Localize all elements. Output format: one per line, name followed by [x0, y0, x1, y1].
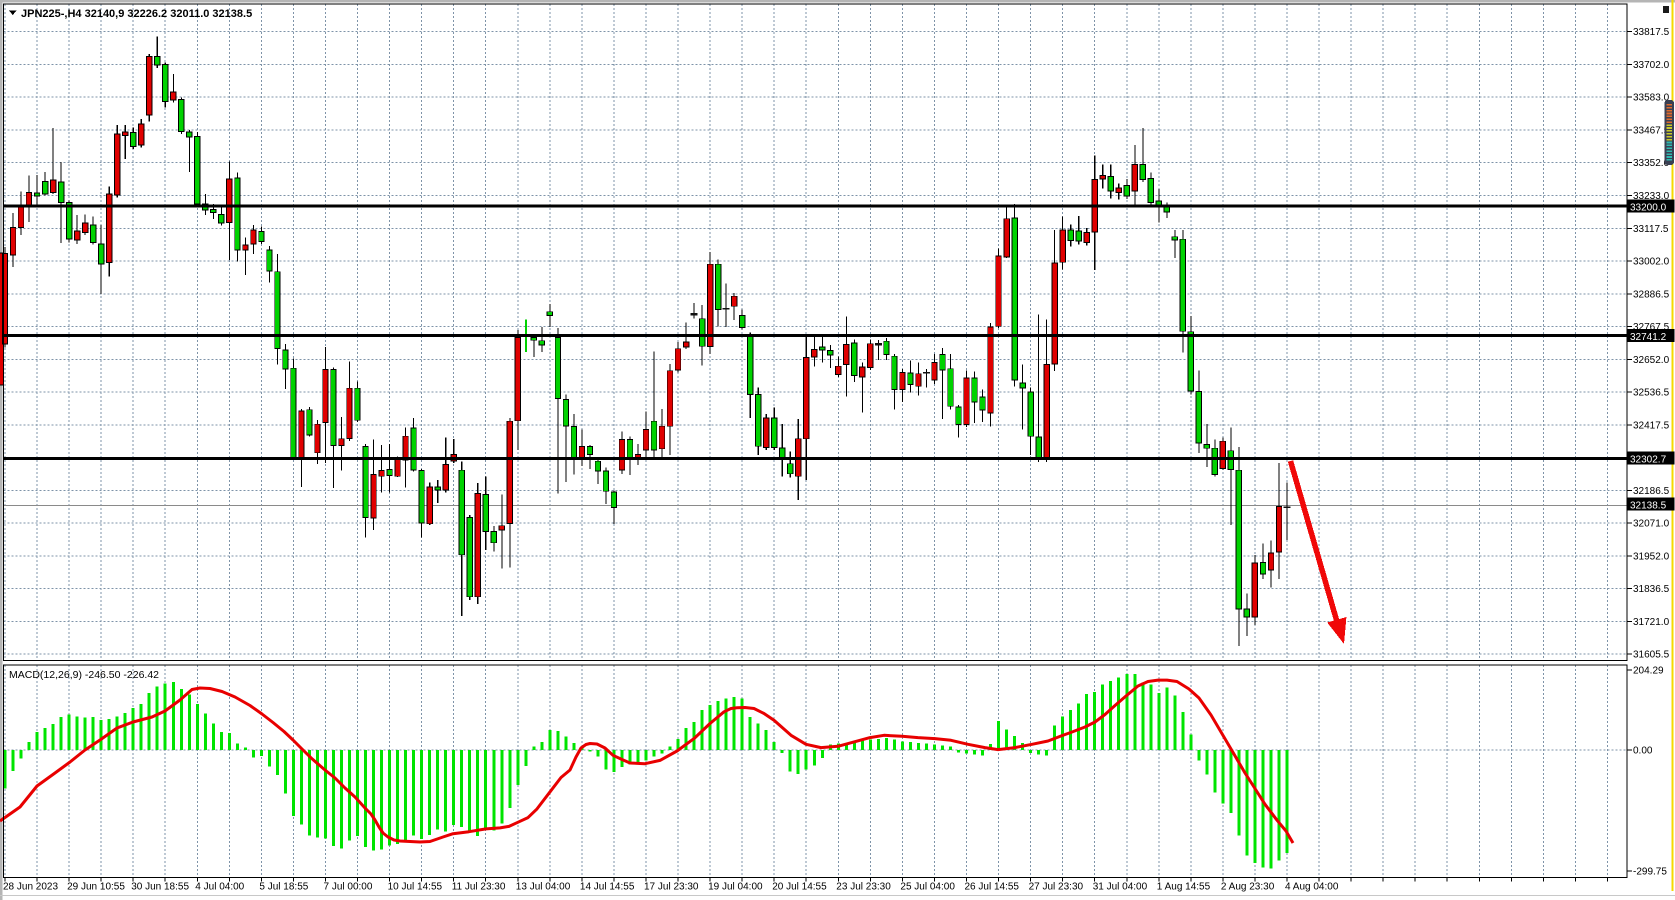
svg-text:25 Jul 04:00: 25 Jul 04:00: [900, 882, 955, 893]
svg-text:11 Jul 23:30: 11 Jul 23:30: [452, 882, 506, 893]
svg-text:32071.0: 32071.0: [1633, 519, 1670, 530]
svg-text:2 Aug 23:30: 2 Aug 23:30: [1221, 882, 1275, 893]
svg-text:MACD(12,26,9) -246.50 -226.42: MACD(12,26,9) -246.50 -226.42: [9, 669, 159, 681]
svg-text:32652.0: 32652.0: [1633, 355, 1670, 366]
svg-text:33200.0: 33200.0: [1630, 203, 1667, 214]
svg-text:20 Jul 14:55: 20 Jul 14:55: [772, 882, 827, 893]
svg-text:30 Jun 18:55: 30 Jun 18:55: [131, 882, 189, 893]
svg-text:32767.5: 32767.5: [1633, 322, 1670, 333]
svg-text:33817.5: 33817.5: [1633, 27, 1670, 38]
svg-text:31 Jul 04:00: 31 Jul 04:00: [1093, 882, 1148, 893]
svg-text:28 Jun 2023: 28 Jun 2023: [3, 882, 58, 893]
svg-text:32536.5: 32536.5: [1633, 388, 1670, 399]
svg-text:33702.0: 33702.0: [1633, 60, 1670, 71]
svg-text:33233.0: 33233.0: [1633, 191, 1670, 202]
svg-text:32417.5: 32417.5: [1633, 420, 1670, 431]
svg-text:0.00: 0.00: [1633, 745, 1653, 756]
svg-text:23 Jul 23:30: 23 Jul 23:30: [836, 882, 891, 893]
svg-text:32886.5: 32886.5: [1633, 289, 1670, 300]
svg-text:JPN225-,H4 32140,9 32226.2 32: JPN225-,H4 32140,9 32226.2 32011.0 32138…: [21, 8, 252, 20]
svg-text:33002.0: 33002.0: [1633, 257, 1670, 268]
svg-text:4 Jul 04:00: 4 Jul 04:00: [195, 882, 244, 893]
svg-text:32138.5: 32138.5: [1630, 501, 1667, 512]
svg-text:17 Jul 23:30: 17 Jul 23:30: [644, 882, 699, 893]
svg-text:26 Jul 14:55: 26 Jul 14:55: [965, 882, 1020, 893]
svg-text:33352.0: 33352.0: [1633, 158, 1670, 169]
svg-text:31605.5: 31605.5: [1633, 650, 1670, 661]
svg-text:19 Jul 04:00: 19 Jul 04:00: [708, 882, 763, 893]
svg-text:33583.0: 33583.0: [1633, 93, 1670, 104]
svg-text:29 Jun 10:55: 29 Jun 10:55: [67, 882, 125, 893]
svg-text:33467.5: 33467.5: [1633, 126, 1670, 137]
svg-text:31952.0: 31952.0: [1633, 551, 1670, 562]
svg-text:14 Jul 14:55: 14 Jul 14:55: [580, 882, 635, 893]
svg-text:33117.5: 33117.5: [1633, 224, 1669, 235]
svg-text:1 Aug 14:55: 1 Aug 14:55: [1157, 882, 1211, 893]
svg-text:31721.0: 31721.0: [1633, 617, 1670, 628]
svg-text:13 Jul 04:00: 13 Jul 04:00: [516, 882, 571, 893]
svg-text:4 Aug 04:00: 4 Aug 04:00: [1285, 882, 1339, 893]
svg-text:-299.75: -299.75: [1633, 867, 1667, 878]
svg-text:7 Jul 00:00: 7 Jul 00:00: [324, 882, 373, 893]
svg-text:5 Jul 18:55: 5 Jul 18:55: [259, 882, 308, 893]
svg-text:32186.5: 32186.5: [1633, 486, 1670, 497]
svg-text:32741.2: 32741.2: [1630, 332, 1667, 343]
svg-text:204.29: 204.29: [1633, 666, 1664, 677]
svg-text:31836.5: 31836.5: [1633, 584, 1670, 595]
svg-text:32302.7: 32302.7: [1630, 455, 1667, 466]
svg-text:27 Jul 23:30: 27 Jul 23:30: [1029, 882, 1084, 893]
svg-text:10 Jul 14:55: 10 Jul 14:55: [388, 882, 443, 893]
